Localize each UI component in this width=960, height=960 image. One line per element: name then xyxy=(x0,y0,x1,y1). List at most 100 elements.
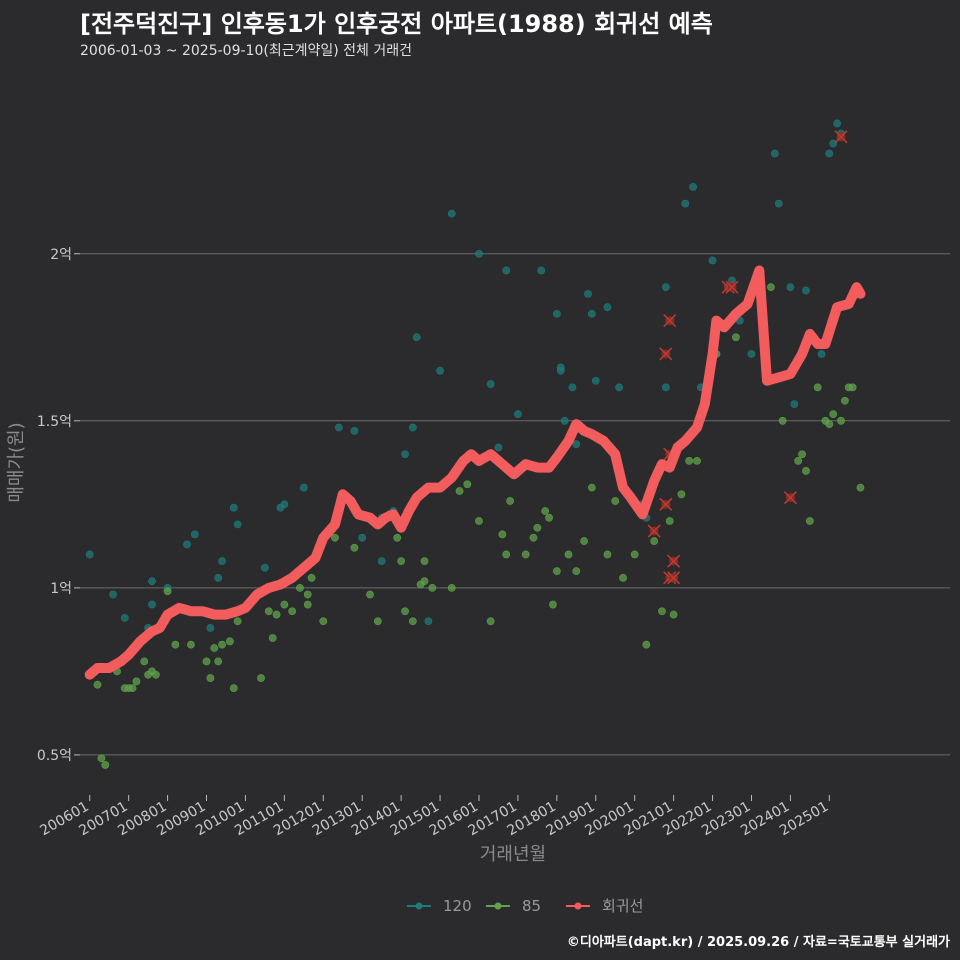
s85-point xyxy=(373,617,382,626)
s85-point xyxy=(268,634,277,642)
s120-point xyxy=(502,266,511,275)
s85-point xyxy=(611,497,620,505)
s120-point xyxy=(786,283,795,292)
s85-point xyxy=(502,550,511,559)
y-tick-label: 1억 xyxy=(50,581,72,597)
s120-point xyxy=(770,149,779,158)
s85-point xyxy=(428,583,437,592)
s85-point xyxy=(619,573,627,582)
highlight-cross-mark xyxy=(725,280,739,294)
s85-point xyxy=(152,670,160,679)
s85-point xyxy=(798,450,806,459)
s85-point xyxy=(447,583,456,592)
legend-label: 120 xyxy=(443,897,472,915)
s85-point xyxy=(658,607,666,616)
s85-point xyxy=(307,573,316,582)
s120-point xyxy=(358,533,367,542)
s120-point xyxy=(514,410,522,419)
regression-line xyxy=(84,265,866,680)
s120-point xyxy=(689,183,697,191)
s85-point xyxy=(319,617,328,626)
legend-label: 85 xyxy=(522,897,541,915)
s85-point xyxy=(669,610,678,619)
s85-point xyxy=(541,507,550,515)
y-axis-label: 매매가(원) xyxy=(6,422,27,502)
y-tick-label: 0.5억 xyxy=(37,748,72,764)
s85-point xyxy=(331,533,339,542)
s120-point xyxy=(556,366,565,375)
s120-point xyxy=(109,590,117,599)
s85-point xyxy=(856,483,865,492)
y-tick-label: 2억 xyxy=(50,247,72,263)
s85-point xyxy=(642,640,651,649)
s120-point xyxy=(148,600,156,609)
s85-point xyxy=(685,456,694,465)
s120-point xyxy=(790,400,799,409)
s85-point xyxy=(218,640,226,649)
s120-point xyxy=(183,540,191,549)
highlight-cross-mark xyxy=(659,497,673,511)
s85-point xyxy=(257,674,265,682)
s85-point xyxy=(163,587,172,596)
s85-point xyxy=(420,557,429,566)
s85-point xyxy=(552,567,561,576)
s85-point xyxy=(393,533,402,542)
s85-point xyxy=(101,761,110,769)
s85-point xyxy=(264,607,273,616)
s120-point xyxy=(206,624,215,632)
s120-point xyxy=(260,563,269,572)
s120-point xyxy=(436,366,444,375)
s120-point xyxy=(120,614,129,622)
s85-point xyxy=(603,550,612,559)
s85-point xyxy=(533,523,542,532)
s85-point xyxy=(132,677,141,686)
s85-point xyxy=(677,490,686,499)
s85-point xyxy=(506,497,515,505)
s85-point xyxy=(545,513,553,522)
highlight-cross-mark xyxy=(659,347,673,361)
s85-point xyxy=(463,480,472,489)
s85-point xyxy=(587,483,596,492)
s120-point xyxy=(584,289,592,298)
legend-marker xyxy=(415,902,423,910)
s85-point xyxy=(350,543,359,552)
s85-point xyxy=(486,617,495,626)
s85-point xyxy=(229,684,238,692)
s85-point xyxy=(214,657,223,666)
s85-point xyxy=(128,684,137,692)
y-tick-label: 1.5억 xyxy=(37,414,72,430)
s85-point xyxy=(732,333,740,342)
s85-point xyxy=(529,533,538,542)
s120-point xyxy=(802,286,810,295)
s120-point xyxy=(214,573,223,582)
s85-point xyxy=(366,590,374,599)
s85-point xyxy=(802,467,810,475)
highlight-cross-mark xyxy=(667,571,681,585)
s85-point xyxy=(829,410,838,419)
s120-point xyxy=(218,557,226,566)
s120-point xyxy=(568,383,577,392)
s85-point xyxy=(303,590,312,599)
highlight-cross-mark xyxy=(783,491,797,505)
legend-label: 회귀선 xyxy=(602,897,643,915)
s85-point xyxy=(572,567,581,576)
s120-point xyxy=(572,440,581,449)
s85-point xyxy=(280,600,289,609)
s85-point xyxy=(408,617,417,626)
s85-point xyxy=(187,640,195,649)
s85-point xyxy=(420,577,429,586)
s120-point xyxy=(424,617,433,626)
s85-point xyxy=(813,383,822,392)
s85-point xyxy=(93,680,102,689)
s120-point xyxy=(85,550,94,559)
highlight-cross-mark xyxy=(834,130,848,144)
s85-point xyxy=(225,637,234,646)
s120-point xyxy=(148,577,156,586)
s85-point xyxy=(397,557,406,566)
s85-point xyxy=(97,754,106,763)
s85-point xyxy=(549,600,557,609)
highlight-cross-mark xyxy=(667,554,681,568)
s120-point xyxy=(661,283,670,292)
s85-point xyxy=(401,607,409,616)
